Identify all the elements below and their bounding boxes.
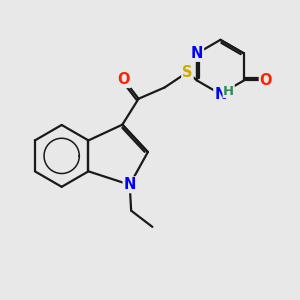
Text: S: S xyxy=(182,65,193,80)
Text: N: N xyxy=(124,177,136,192)
Text: O: O xyxy=(260,73,272,88)
Text: O: O xyxy=(118,72,130,87)
Text: N: N xyxy=(191,46,203,61)
Text: H: H xyxy=(223,85,234,98)
Text: N: N xyxy=(214,86,226,101)
